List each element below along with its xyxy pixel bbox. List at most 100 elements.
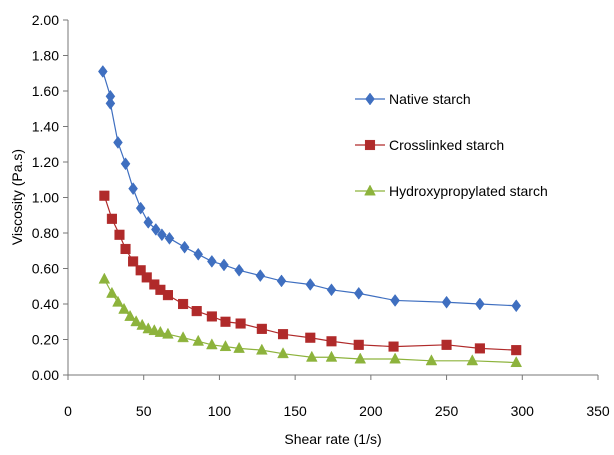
x-tick-label: 250 <box>435 403 459 419</box>
y-tick-label: 0.60 <box>32 261 59 277</box>
data-point <box>106 213 117 224</box>
legend-item: Native starch <box>355 91 471 107</box>
data-point <box>151 223 161 236</box>
data-point <box>192 334 205 346</box>
y-tick-label: 0.80 <box>32 225 59 241</box>
x-tick-label: 100 <box>208 403 232 419</box>
data-point <box>255 269 266 283</box>
data-point <box>120 243 131 255</box>
x-tick-label: 300 <box>511 403 535 419</box>
data-point <box>128 182 138 196</box>
y-axis-title: Viscosity (Pa.s) <box>9 149 25 245</box>
data-point <box>353 286 364 300</box>
data-point <box>98 272 111 284</box>
data-point <box>112 295 124 307</box>
y-tick-label: 1.20 <box>32 154 59 170</box>
x-tick-label: 200 <box>359 403 383 419</box>
data-point <box>149 279 160 290</box>
data-point <box>256 343 268 355</box>
data-point <box>206 311 217 322</box>
x-axis-title: Shear rate (1/s) <box>284 431 381 447</box>
data-point <box>114 229 125 240</box>
data-point <box>235 318 246 329</box>
data-point <box>276 274 287 288</box>
legend-item: Hydroxypropylated starch <box>355 183 548 199</box>
legend: Native starch Crosslinked starch Hydroxypr… <box>355 91 548 199</box>
legend-marker <box>364 139 376 151</box>
y-tick-label: 2.00 <box>32 12 59 28</box>
data-point <box>191 306 202 317</box>
legend-label: Native starch <box>389 91 471 107</box>
data-point <box>389 352 401 364</box>
series-1 <box>98 65 522 313</box>
data-point <box>179 240 190 254</box>
y-tick-label: 0.00 <box>32 367 59 383</box>
series-layer <box>98 65 523 368</box>
data-point <box>120 157 131 171</box>
data-point <box>388 341 399 352</box>
series-2 <box>99 190 522 356</box>
data-point <box>177 331 189 343</box>
axes: 0.00 0.20 0.40 0.60 0.80 1.00 1.20 1.40 1.60 1.80… <box>32 12 610 419</box>
data-point <box>326 336 337 347</box>
data-point <box>510 356 523 368</box>
data-point <box>193 247 204 261</box>
x-tick-label: 350 <box>586 403 610 419</box>
data-point <box>130 315 142 327</box>
data-point <box>98 65 108 78</box>
data-point <box>390 294 400 307</box>
data-point <box>155 284 166 295</box>
legend-marker <box>365 92 375 106</box>
data-point <box>206 338 218 350</box>
legend-item: Crosslinked starch <box>355 137 504 153</box>
data-point <box>326 283 337 297</box>
y-tick-label: 1.40 <box>32 119 59 135</box>
data-point <box>135 265 146 276</box>
data-point <box>141 272 152 283</box>
data-point <box>128 256 139 267</box>
data-point <box>136 318 149 330</box>
data-point <box>113 136 123 149</box>
data-point <box>118 302 130 314</box>
data-point <box>99 190 110 201</box>
data-point <box>511 299 522 313</box>
x-tick-label: 0 <box>64 403 72 419</box>
series-line <box>103 195 517 351</box>
data-point <box>135 201 146 215</box>
data-point <box>234 263 244 277</box>
legend-label: Hydroxypropylated starch <box>389 183 548 199</box>
data-point <box>220 316 231 327</box>
data-point <box>474 343 485 354</box>
series-3 <box>98 272 523 368</box>
data-point <box>162 290 173 301</box>
data-point <box>277 347 289 359</box>
data-point <box>157 228 167 242</box>
data-point <box>178 298 189 310</box>
data-point <box>277 329 289 340</box>
y-tick-label: 0.40 <box>32 296 59 312</box>
legend-label: Crosslinked starch <box>389 137 504 153</box>
data-point <box>154 325 167 337</box>
data-point <box>207 254 217 268</box>
data-point <box>162 327 174 339</box>
y-tick-label: 0.20 <box>32 332 59 348</box>
data-point <box>325 350 338 362</box>
x-tick-label: 150 <box>283 403 307 419</box>
data-point <box>441 339 452 350</box>
data-point <box>256 323 267 334</box>
data-point <box>475 297 485 311</box>
y-tick-label: 1.60 <box>32 83 59 99</box>
data-point <box>305 332 316 343</box>
data-point <box>124 309 136 321</box>
data-point <box>233 341 245 353</box>
data-point <box>219 258 229 272</box>
data-point <box>164 231 175 245</box>
data-point <box>466 354 479 366</box>
y-tick-label: 1.80 <box>32 48 59 64</box>
data-point <box>305 278 316 291</box>
data-point <box>106 286 118 298</box>
data-point <box>219 340 232 352</box>
data-point <box>353 339 364 350</box>
